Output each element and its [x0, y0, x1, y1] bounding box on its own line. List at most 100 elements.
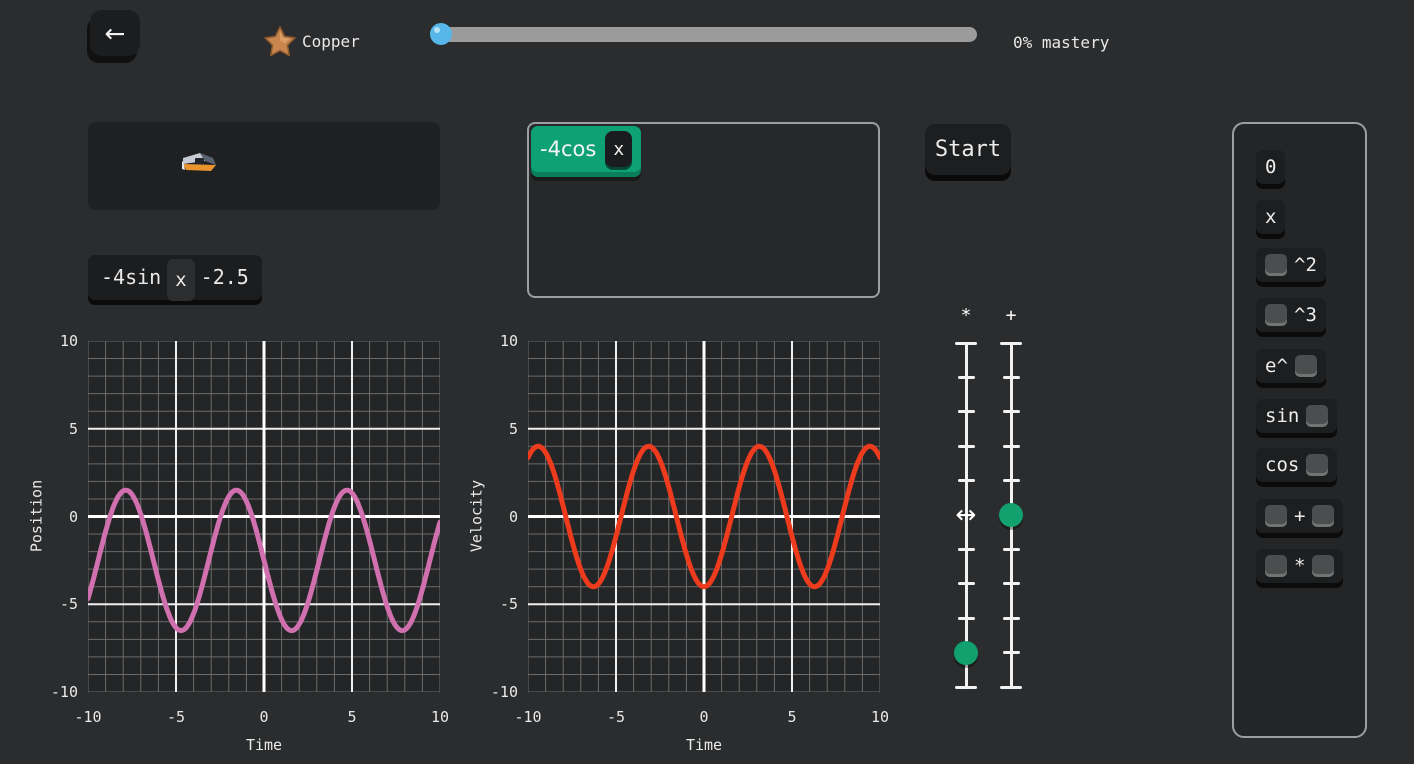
- add-slider[interactable]: [940, 305, 1050, 715]
- empty-slot: [1312, 505, 1335, 527]
- palette-button-text: cos: [1265, 454, 1300, 476]
- answer-variable-slot[interactable]: x: [605, 131, 633, 167]
- x-tick-label: 10: [870, 708, 890, 726]
- palette-multiply-button[interactable]: *: [1256, 549, 1344, 583]
- position-x-axis-label: Time: [245, 736, 283, 754]
- slider-tick: [957, 444, 975, 448]
- empty-slot: [1265, 304, 1287, 326]
- x-tick-label: 0: [259, 708, 269, 726]
- y-tick-label: -10: [50, 683, 78, 701]
- empty-slot: [1312, 555, 1335, 577]
- x-tick-label: 5: [787, 708, 797, 726]
- mastery-progress-track[interactable]: [436, 27, 977, 42]
- palette-button-text: x: [1265, 206, 1277, 228]
- multiply-slider-label: *: [960, 305, 972, 326]
- palette-button-text: ^3: [1294, 304, 1317, 326]
- y-tick-label: -10: [490, 683, 518, 701]
- slider-track[interactable]: [964, 343, 968, 687]
- mastery-label: 0% mastery: [1013, 33, 1110, 52]
- y-tick-label: 0: [68, 507, 78, 526]
- empty-slot: [1265, 254, 1287, 276]
- slider-tick: [957, 582, 975, 586]
- slider-tick: [955, 341, 977, 345]
- expression-variable-slot: x: [167, 259, 195, 301]
- back-arrow-icon: ←: [104, 18, 126, 48]
- answer-drop-zone[interactable]: -4cos x: [527, 122, 880, 298]
- y-tick-label: 10: [499, 332, 518, 350]
- empty-slot: [1265, 505, 1287, 527]
- slider-tick: [1000, 341, 1022, 345]
- empty-slot: [1265, 555, 1287, 577]
- multiply-slider[interactable]: ↔: [940, 305, 1050, 715]
- slider-tick: [1002, 444, 1020, 448]
- slider-tick: [1002, 651, 1020, 655]
- palette-button-text: +: [1294, 505, 1306, 527]
- add-slider-knob[interactable]: [999, 503, 1023, 527]
- palette-button-text: sin: [1265, 405, 1300, 427]
- slider-tick: [1002, 582, 1020, 586]
- palette-x-button[interactable]: x: [1256, 200, 1286, 234]
- palette-button-text: *: [1294, 555, 1306, 577]
- slider-tick: [957, 375, 975, 379]
- velocity-x-axis-label: Time: [685, 736, 723, 754]
- slider-tick: [1002, 375, 1020, 379]
- slider-tick: [957, 479, 975, 483]
- slider-tick: [955, 685, 977, 689]
- palette-button-text: ^2: [1294, 254, 1317, 276]
- mastery-progress-knob[interactable]: [430, 23, 452, 45]
- palette-sin-button[interactable]: sin: [1256, 399, 1338, 433]
- position-plot-canvas: [88, 341, 440, 692]
- x-tick-label: 0: [699, 708, 709, 726]
- spaceship-icon: [182, 148, 226, 180]
- expression-prefix: -4sin: [101, 265, 162, 289]
- palette-button-text: e^: [1265, 355, 1288, 377]
- x-tick-label: -5: [166, 708, 186, 726]
- velocity-plot-canvas: [528, 341, 880, 692]
- slider-tick: [1002, 547, 1020, 551]
- answer-expression-label: -4cos: [540, 137, 597, 161]
- y-tick-label: 10: [59, 332, 78, 350]
- y-tick-label: 5: [508, 419, 518, 438]
- multiply-slider-knob[interactable]: [954, 640, 978, 665]
- palette-cube-button[interactable]: ^3: [1256, 298, 1326, 332]
- palette-add-button[interactable]: +: [1256, 499, 1344, 533]
- copper-star-icon: [264, 26, 296, 57]
- y-tick-label: 0: [508, 507, 518, 526]
- empty-slot: [1306, 405, 1329, 427]
- rank-label: Copper: [302, 32, 360, 51]
- palette-zero-button[interactable]: 0: [1256, 150, 1286, 184]
- palette-square-button[interactable]: ^2: [1256, 248, 1326, 282]
- x-tick-label: 10: [430, 708, 450, 726]
- x-tick-label: -10: [74, 708, 102, 726]
- expression-variable: x: [175, 269, 187, 291]
- x-tick-label: -5: [606, 708, 626, 726]
- slider-tick: [957, 410, 975, 414]
- empty-slot: [1306, 454, 1329, 476]
- expression-suffix: -2.5: [200, 265, 249, 289]
- back-button[interactable]: ←: [90, 10, 140, 56]
- velocity-chart: Velocity Time -10 -5 0 5 10 10 5 0 -5 -10: [468, 331, 890, 764]
- coefficient-sliders: * + ↔: [940, 305, 1050, 715]
- slider-tick: [1002, 616, 1020, 620]
- palette-button-text: 0: [1265, 156, 1277, 178]
- palette-cos-button[interactable]: cos: [1256, 448, 1338, 482]
- x-tick-label: 5: [347, 708, 357, 726]
- ship-panel: [88, 122, 440, 210]
- y-tick-label: -5: [499, 595, 518, 614]
- function-palette: 0 x ^2 ^3 e^ sin cos + *: [1232, 122, 1367, 738]
- slider-tick: [1000, 685, 1022, 689]
- answer-variable: x: [613, 138, 625, 160]
- y-tick-label: 5: [68, 419, 78, 438]
- y-tick-label: -5: [59, 595, 78, 614]
- empty-slot: [1294, 355, 1317, 377]
- answer-expression-block[interactable]: -4cos x: [531, 126, 642, 172]
- target-expression-block: -4sin x -2.5: [88, 255, 262, 301]
- palette-exp-button[interactable]: e^: [1256, 349, 1326, 383]
- slider-tick: [1002, 410, 1020, 414]
- add-slider-label: +: [1005, 305, 1017, 326]
- x-tick-label: -10: [514, 708, 542, 726]
- start-button[interactable]: Start: [925, 124, 1011, 175]
- slider-tick: [1002, 479, 1020, 483]
- slider-tick: [957, 547, 975, 551]
